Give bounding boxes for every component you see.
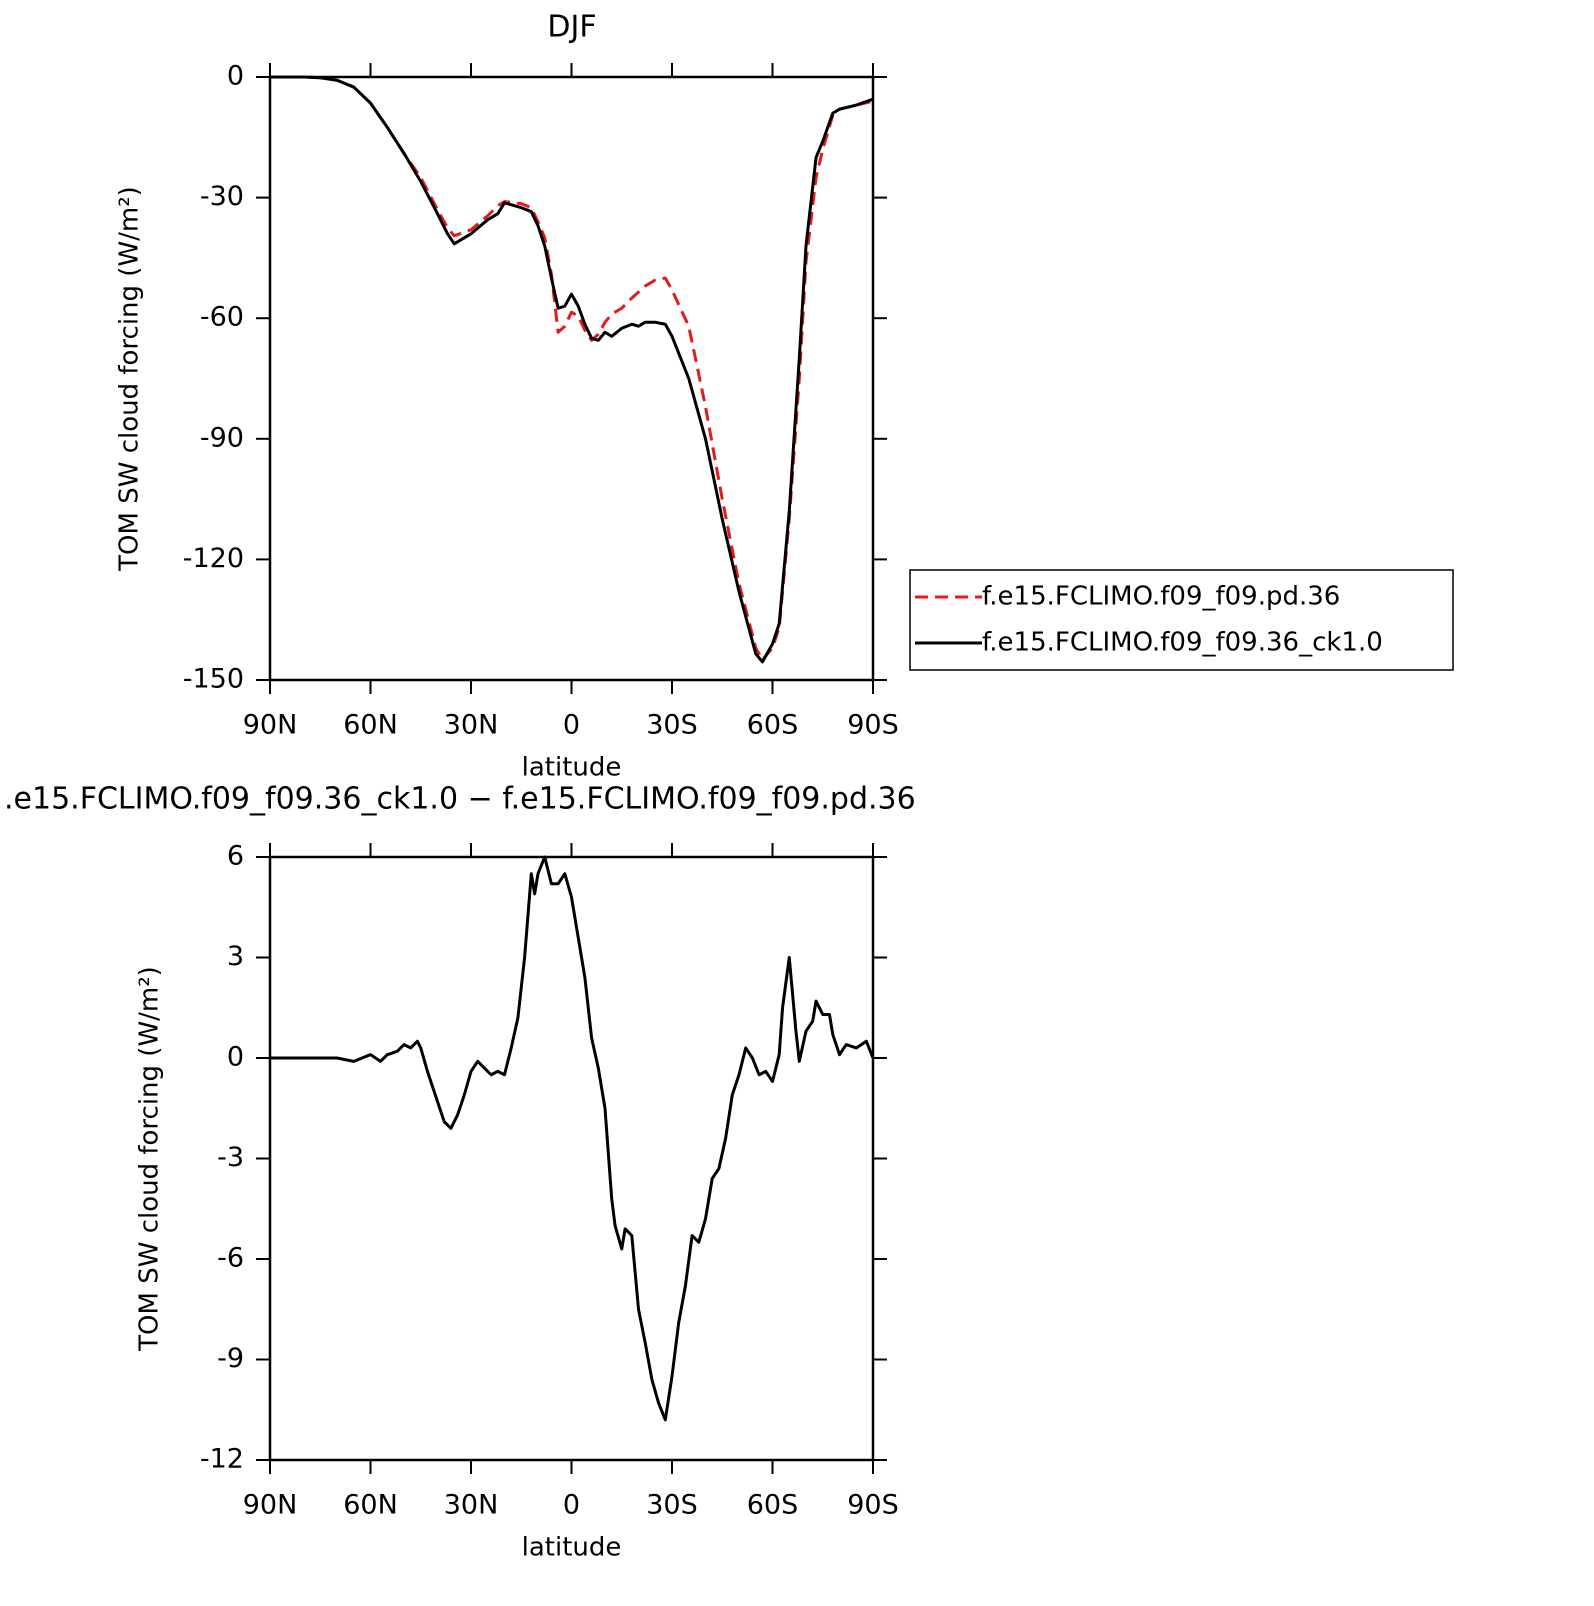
x-tick-label: 60N (343, 710, 398, 741)
x-tick-label: 60S (747, 710, 799, 741)
x-tick-label: 30N (444, 1490, 499, 1521)
chart-title: .e15.FCLIMO.f09_f09.36_ck1.0 − f.e15.FCL… (4, 782, 916, 817)
y-tick-label: -30 (200, 181, 244, 212)
x-axis-label: latitude (522, 753, 622, 783)
y-tick-label: -120 (183, 543, 244, 574)
plot-frame (268, 75, 875, 682)
legend-label: f.e15.FCLIMO.f09_f09.36_ck1.0 (982, 628, 1383, 658)
x-tick-label: 90N (243, 710, 298, 741)
y-axis-label: TOM SW cloud forcing (W/m²) (135, 966, 165, 1352)
x-tick-label: 30S (646, 710, 698, 741)
x-tick-label: 90S (847, 710, 899, 741)
x-tick-label: 90S (847, 1490, 899, 1521)
y-tick-label: 3 (227, 941, 244, 972)
y-axis-label: TOM SW cloud forcing (W/m²) (115, 186, 145, 572)
y-tick-label: -60 (200, 302, 244, 333)
y-tick-label: 0 (227, 1042, 244, 1073)
x-tick-label: 0 (563, 1490, 580, 1521)
x-tick-label: 0 (563, 710, 580, 741)
data-line (270, 855, 875, 1422)
y-tick-label: -150 (183, 664, 244, 695)
x-tick-label: 30S (646, 1490, 698, 1521)
y-tick-label: -12 (200, 1444, 244, 1475)
data-line (270, 75, 874, 664)
legend-label: f.e15.FCLIMO.f09_f09.pd.36 (982, 582, 1340, 612)
y-tick-label: -3 (217, 1142, 244, 1173)
y-tick-label: -6 (217, 1243, 244, 1274)
y-tick-label: 0 (227, 61, 244, 92)
plot-frame (268, 855, 875, 1462)
y-tick-label: 6 (227, 841, 244, 872)
x-tick-label: 60N (343, 1490, 398, 1521)
x-tick-label: 30N (444, 710, 499, 741)
x-axis-label: latitude (522, 1533, 622, 1563)
y-tick-label: -9 (217, 1343, 244, 1374)
legend-box (909, 569, 1454, 671)
x-tick-label: 60S (747, 1490, 799, 1521)
data-line (270, 75, 874, 662)
chart-title: DJF (547, 10, 596, 45)
y-tick-label: -90 (200, 422, 244, 453)
x-tick-label: 90N (243, 1490, 298, 1521)
